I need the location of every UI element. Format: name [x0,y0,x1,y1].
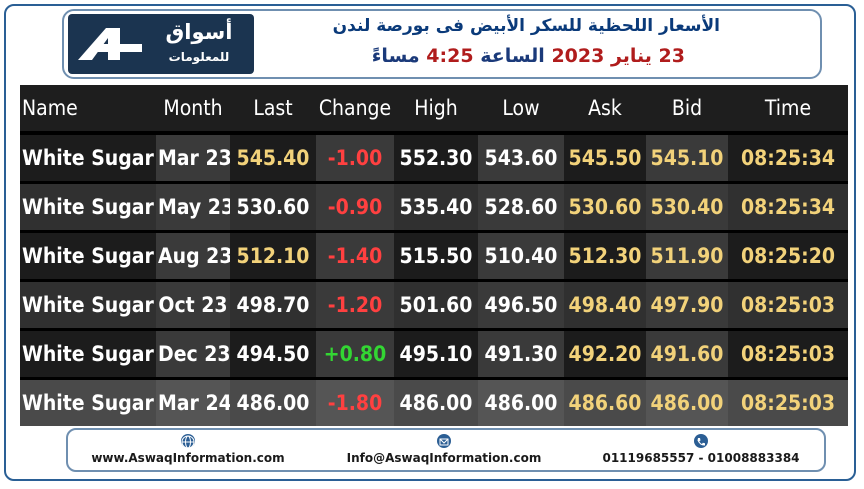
cell-bid: 511.90 [646,230,728,281]
column-header-last: Last [230,85,316,135]
cell-low: 491.30 [478,328,564,379]
quote-time: 4:25 [426,45,474,67]
cell-change: -1.40 [316,230,394,281]
cell-high: 552.30 [394,131,478,183]
column-header-time: Time [728,85,848,135]
brand-logo: أسواق للمعلومات [68,14,254,74]
globe-icon [181,434,195,449]
cell-low: 543.60 [478,131,564,183]
cell-change: -1.20 [316,279,394,330]
cell-high: 501.60 [394,279,478,330]
brand-tagline: للمعلومات [168,50,230,64]
cell-name: White Sugar #5 [20,328,156,379]
cell-time: 08:25:34 [728,181,848,232]
cell-ask: 530.60 [564,181,646,232]
cell-bid: 530.40 [646,181,728,232]
footer-website[interactable]: www.AswaqInformation.com [76,434,300,465]
table-row: White Sugar #5 May 23 530.60 -0.90 535.4… [20,181,848,232]
cell-change: -1.00 [316,131,394,183]
cell-high: 535.40 [394,181,478,232]
table-row: White Sugar #5 Oct 23 498.70 -1.20 501.6… [20,279,848,330]
cell-month: Dec 23 [156,328,230,379]
cell-last: 494.50 [230,328,316,379]
quote-date: 23 يناير 2023 [551,45,685,67]
brand-name: أسواق [165,20,233,44]
cell-change: -0.90 [316,181,394,232]
cell-last: 530.60 [230,181,316,232]
cell-change: +0.80 [316,328,394,379]
email-link[interactable]: Info@AswaqInformation.com [346,451,542,465]
table-row: White Sugar #5 Mar 24 486.00 -1.80 486.0… [20,377,848,426]
website-link[interactable]: www.AswaqInformation.com [91,451,285,465]
cell-month: Mar 24 [156,377,230,426]
cell-low: 486.00 [478,377,564,426]
logo-mark-icon [78,28,142,60]
cell-low: 528.60 [478,181,564,232]
cell-month: May 23 [156,181,230,232]
quotes-table: Name Month Last Change High Low Ask Bid … [20,85,848,426]
cell-name: White Sugar #5 [20,377,156,426]
cell-time: 08:25:03 [728,328,848,379]
cell-bid: 486.00 [646,377,728,426]
cell-last: 498.70 [230,279,316,330]
column-header-low: Low [478,85,564,135]
cell-name: White Sugar #5 [20,131,156,183]
phone-numbers: 01119685557 - 01008883384 [602,451,800,465]
page-subtitle: 23 يناير 2023 الساعة 4:25 مساءً [300,45,685,67]
cell-time: 08:25:20 [728,230,848,281]
cell-name: White Sugar #5 [20,279,156,330]
cell-month: Mar 23 [156,131,230,183]
cell-low: 510.40 [478,230,564,281]
cell-last: 486.00 [230,377,316,426]
cell-bid: 491.60 [646,328,728,379]
cell-time: 08:25:03 [728,279,848,330]
time-label: الساعة [480,45,545,67]
cell-time: 08:25:03 [728,377,848,426]
mail-icon [437,434,451,448]
column-header-change: Change [316,85,394,135]
column-header-bid: Bid [646,85,728,135]
cell-name: White Sugar #5 [20,230,156,281]
cell-ask: 512.30 [564,230,646,281]
table-header-row: Name Month Last Change High Low Ask Bid … [20,85,848,135]
cell-high: 515.50 [394,230,478,281]
page-title: الأسعار اللحظية للسكر الأبيض فى بورصة لن… [332,16,720,36]
cell-ask: 498.40 [564,279,646,330]
column-header-month: Month [156,85,230,135]
table-row: White Sugar #5 Aug 23 512.10 -1.40 515.5… [20,230,848,281]
column-header-ask: Ask [564,85,646,135]
cell-change: -1.80 [316,377,394,426]
cell-high: 486.00 [394,377,478,426]
cell-time: 08:25:34 [728,131,848,183]
cell-name: White Sugar #5 [20,181,156,232]
cell-bid: 545.10 [646,131,728,183]
phone-icon [694,434,708,448]
cell-ask: 545.50 [564,131,646,183]
cell-last: 512.10 [230,230,316,281]
table-row: White Sugar #5 Dec 23 494.50 +0.80 495.1… [20,328,848,379]
cell-ask: 492.20 [564,328,646,379]
cell-last: 545.40 [230,131,316,183]
cell-ask: 486.60 [564,377,646,426]
cell-month: Oct 23 [156,279,230,330]
column-header-name: Name [20,85,156,135]
cell-bid: 497.90 [646,279,728,330]
cell-low: 496.50 [478,279,564,330]
footer-email[interactable]: Info@AswaqInformation.com [330,434,558,465]
cell-month: Aug 23 [156,230,230,281]
cell-high: 495.10 [394,328,478,379]
table-row: White Sugar #5 Mar 23 545.40 -1.00 552.3… [20,131,848,183]
time-period: مساءً [371,45,420,67]
column-header-high: High [394,85,478,135]
footer-phones: 01119685557 - 01008883384 [588,434,814,465]
